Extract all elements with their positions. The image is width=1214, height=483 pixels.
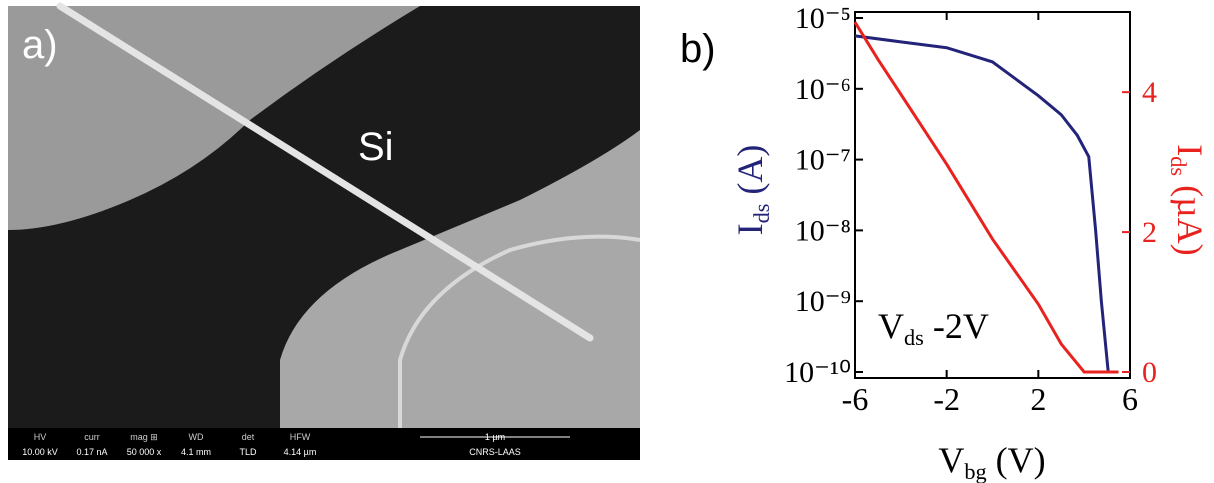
info-key: HFW (290, 432, 311, 442)
y2-axis-label-main: I (1170, 144, 1210, 156)
x-tick-label: -6 (842, 381, 869, 417)
y2-tick-label: 0 (1142, 356, 1157, 389)
annotation-sub: ds (904, 325, 924, 350)
info-key: mag ⊞ (130, 432, 158, 442)
info-value: 10.00 kV (22, 447, 58, 457)
y2-axis-label-sub: ds (1166, 156, 1191, 176)
y2-tick-label: 2 (1142, 216, 1157, 249)
info-key: HV (34, 432, 47, 442)
info-key: det (242, 432, 255, 442)
y-tick-label: 10⁻⁸ (795, 214, 851, 247)
info-value: 0.17 nA (76, 447, 107, 457)
y-axis-label-rest: (A) (730, 145, 770, 204)
annotation-rest: -2V (924, 306, 989, 346)
chart: -6 -2 2 6 10⁻¹⁰ 10⁻⁹ 10⁻⁸ 10⁻⁷ 10⁻⁶ 10⁻⁵ 0 2 4 Vbg (V… (730, 2, 1210, 483)
sem-image: a) Si HV 10.00 kV curr 0.17 nA mag ⊞ 50 000 x… (8, 2, 641, 460)
y-axis-label-sub: ds (749, 204, 774, 224)
panel-label: b) (680, 27, 716, 71)
x-tick-label: -2 (933, 381, 960, 417)
y2-tick-label: 4 (1142, 76, 1157, 109)
y-tick-label: 10⁻⁷ (795, 144, 851, 177)
scale-bar-label: 1 µm (485, 432, 505, 442)
y-axis-label: Ids (A) (730, 145, 774, 236)
x-axis-label-rest: (V) (987, 440, 1046, 480)
annotation: Vds -2V (878, 306, 989, 350)
info-bar (8, 428, 640, 460)
plot-frame (854, 11, 1131, 379)
x-tick-label: 2 (1030, 381, 1046, 417)
nanowire (56, 2, 594, 342)
x-tick-label: 6 (1122, 381, 1138, 417)
x-axis-label-main: V (938, 440, 964, 480)
info-value: 4.1 mm (181, 447, 211, 457)
y2-axis-label-rest: (µA) (1170, 176, 1210, 256)
info-value: 4.14 µm (284, 447, 317, 457)
info-value: 50 000 x (127, 447, 162, 457)
x-axis-label: Vbg (V) (938, 440, 1045, 483)
y-tick-label: 10⁻¹⁰ (784, 356, 851, 389)
y-axis-label-main: I (730, 223, 770, 235)
series-line (854, 34, 1110, 373)
info-group: HV 10.00 kV curr 0.17 nA mag ⊞ 50 000 x WD 4.1 … (22, 432, 316, 457)
x-axis-label-sub: bg (964, 459, 986, 483)
info-key: curr (84, 432, 100, 442)
lab-label: CNRS-LAAS (469, 447, 521, 457)
panel-label: a) (22, 23, 58, 67)
region-label: Si (358, 125, 394, 169)
electrode-edge (398, 234, 641, 428)
y-tick-label: 10⁻⁹ (795, 285, 851, 318)
info-key: WD (189, 432, 204, 442)
info-value: TLD (239, 447, 257, 457)
y-tick-label: 10⁻⁶ (795, 73, 851, 106)
y2-axis-label: Ids (µA) (1166, 144, 1210, 256)
y-tick-label: 10⁻⁵ (795, 2, 851, 35)
electrode (8, 6, 420, 230)
series-line (853, 21, 1119, 374)
annotation-main: V (878, 306, 904, 346)
